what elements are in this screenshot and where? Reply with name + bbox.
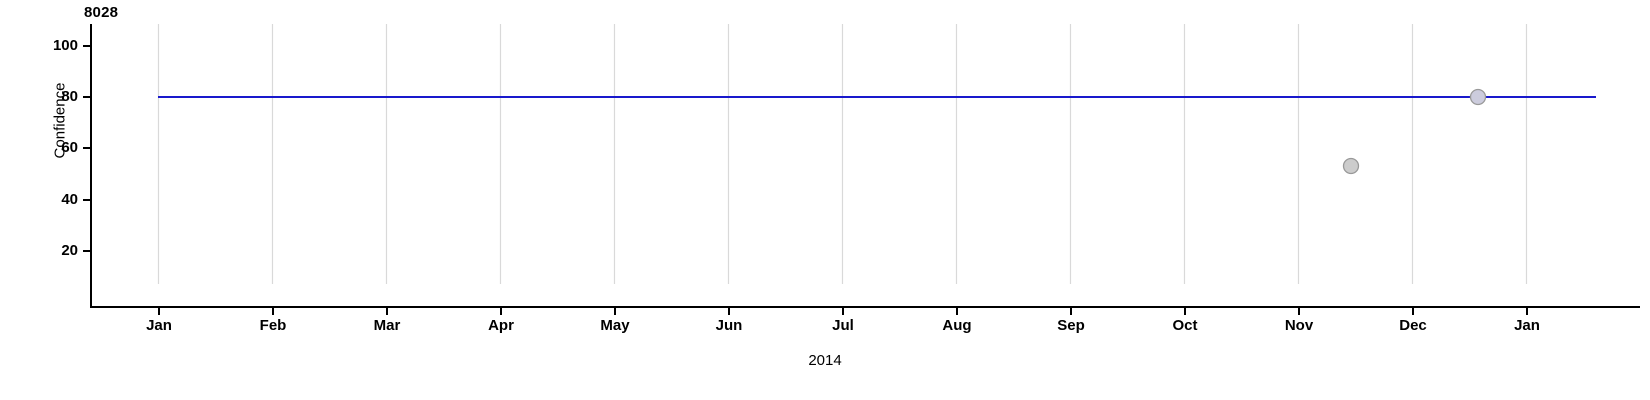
x-tick-label-jan-next: Jan: [1514, 317, 1540, 334]
y-tick-mark-100: [83, 45, 90, 47]
data-point-marker[interactable]: [1469, 88, 1487, 106]
x-tick-label-feb: Feb: [259, 317, 287, 334]
y-axis-title: Confidence: [51, 82, 69, 159]
x-tick-label-oct: Oct: [1172, 317, 1198, 334]
x-tick-label-may: May: [600, 317, 630, 334]
x-tick-label-dec: Dec: [1399, 317, 1427, 334]
x-tick-mark-nov: [1298, 308, 1300, 315]
x-tick-label-apr: Apr: [488, 317, 514, 334]
x-tick-mark-feb: [272, 308, 274, 315]
x-tick-mark-dec: [1412, 308, 1414, 315]
gridlines-vertical: [157, 24, 1528, 284]
y-tick-mark-40: [83, 199, 90, 201]
y-tick-label-40: 40: [61, 191, 78, 208]
x-tick-label-jul: Jul: [832, 317, 854, 334]
x-tick-label-sep: Sep: [1057, 317, 1085, 334]
chart-title: 8028: [84, 4, 119, 21]
x-tick-mark-oct: [1184, 308, 1186, 315]
y-tick-mark-60: [83, 147, 90, 149]
y-tick-mark-20: [83, 250, 90, 252]
x-tick-mark-apr: [500, 308, 502, 315]
x-tick-mark-aug: [956, 308, 958, 315]
x-tick-label-jun: Jun: [715, 317, 743, 334]
x-tick-mark-mar: [386, 308, 388, 315]
y-tick-label-80: 80: [61, 88, 78, 105]
y-tick-label-100: 100: [52, 37, 78, 54]
y-tick-label-20: 20: [61, 242, 78, 259]
x-tick-label-aug: Aug: [942, 317, 972, 334]
plot-area: [90, 24, 1640, 306]
y-tick-label-60: 60: [61, 139, 78, 156]
x-tick-mark-may: [614, 308, 616, 315]
x-axis-title: 2014: [808, 352, 842, 369]
x-tick-mark-jan: [158, 308, 160, 315]
x-tick-label-nov: Nov: [1284, 317, 1314, 334]
y-axis-line: [90, 24, 92, 308]
x-axis-line: [90, 306, 1640, 308]
data-point-marker[interactable]: [1342, 157, 1360, 175]
y-tick-mark-80: [83, 96, 90, 98]
x-tick-mark-jan-next: [1526, 308, 1528, 315]
plot-svg: [157, 24, 1596, 284]
x-tick-label-jan: Jan: [146, 317, 172, 334]
x-tick-label-mar: Mar: [373, 317, 401, 334]
x-tick-mark-jul: [842, 308, 844, 315]
x-tick-mark-jun: [728, 308, 730, 315]
x-tick-mark-sep: [1070, 308, 1072, 315]
